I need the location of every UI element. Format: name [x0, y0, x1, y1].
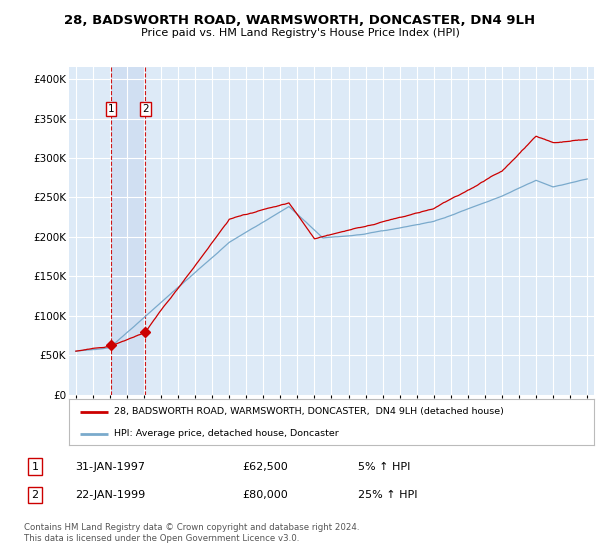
Bar	[111, 67, 145, 395]
Text: 1: 1	[32, 461, 38, 472]
Text: 2: 2	[142, 104, 149, 114]
Text: 5% ↑ HPI: 5% ↑ HPI	[358, 461, 410, 472]
Text: 25% ↑ HPI: 25% ↑ HPI	[358, 490, 417, 500]
Text: 28, BADSWORTH ROAD, WARMSWORTH, DONCASTER,  DN4 9LH (detached house): 28, BADSWORTH ROAD, WARMSWORTH, DONCASTE…	[113, 407, 503, 416]
Text: 2: 2	[31, 490, 38, 500]
Text: 1: 1	[108, 104, 115, 114]
Text: 31-JAN-1997: 31-JAN-1997	[76, 461, 145, 472]
Text: HPI: Average price, detached house, Doncaster: HPI: Average price, detached house, Donc…	[113, 429, 338, 438]
Text: £80,000: £80,000	[242, 490, 288, 500]
Text: 28, BADSWORTH ROAD, WARMSWORTH, DONCASTER, DN4 9LH: 28, BADSWORTH ROAD, WARMSWORTH, DONCASTE…	[64, 14, 536, 27]
Text: Price paid vs. HM Land Registry's House Price Index (HPI): Price paid vs. HM Land Registry's House …	[140, 28, 460, 38]
Text: £62,500: £62,500	[242, 461, 288, 472]
Text: 22-JAN-1999: 22-JAN-1999	[76, 490, 146, 500]
Text: Contains HM Land Registry data © Crown copyright and database right 2024.
This d: Contains HM Land Registry data © Crown c…	[23, 524, 359, 543]
